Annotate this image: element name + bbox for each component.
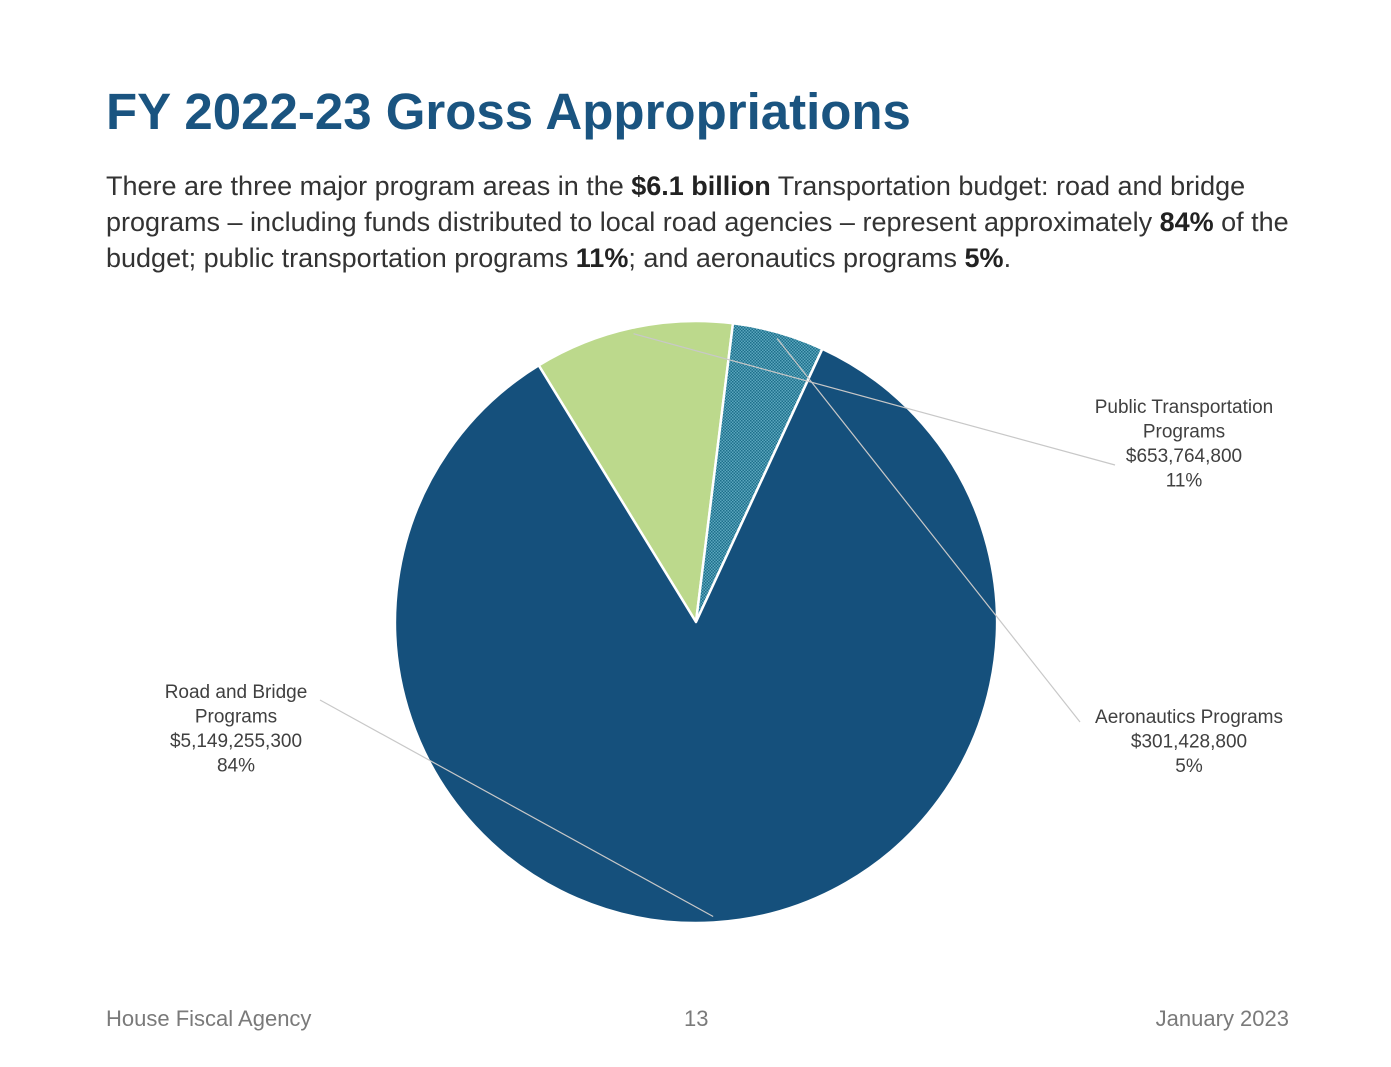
slice-percent-1: 5% xyxy=(1175,756,1203,777)
leader-line-2 xyxy=(319,699,714,918)
slice-amount-1: $301,428,800 xyxy=(1131,732,1247,753)
pie-slice-2 xyxy=(393,347,999,925)
slide-title: FY 2022-23 Gross Appropriations xyxy=(106,83,911,140)
slice-percent-2: 84% xyxy=(217,756,255,777)
slice-name-line-1-2: Programs xyxy=(195,707,277,728)
slice-name-line-0-2: Road and Bridge xyxy=(165,682,308,703)
intro-bold-transit-share: 11% xyxy=(575,243,629,273)
slice-name-line-0-1: Aeronautics Programs xyxy=(1095,707,1283,728)
intro-bold-aero-share: 5% xyxy=(964,243,1004,273)
intro-text-5: . xyxy=(1003,243,1012,273)
slice-amount-2: $5,149,255,300 xyxy=(170,731,302,752)
footer-date: January 2023 xyxy=(1155,1006,1289,1031)
leader-line-0 xyxy=(633,333,1116,466)
footer-source: House Fiscal Agency xyxy=(106,1006,312,1031)
intro-paragraph: There are three major program areas in t… xyxy=(106,168,1296,276)
intro-bold-road-share: 84% xyxy=(1159,207,1214,237)
slice-label-2: Road and Bridge Programs $5,149,255,300 84% xyxy=(165,682,308,777)
slice-amount-0: $653,764,800 xyxy=(1126,446,1242,467)
slice-label-1: Aeronautics Programs $301,428,800 5% xyxy=(1095,707,1283,777)
intro-text-2: Transportation budget: road and bridge p… xyxy=(106,171,1246,237)
intro-text-4: ; and aeronautics programs xyxy=(628,243,965,273)
slice-name-line-1-0: Programs xyxy=(1143,422,1225,443)
intro-text-1: There are three major program areas in t… xyxy=(106,171,632,201)
footer-page-number: 13 xyxy=(684,1006,709,1031)
leader-line-1 xyxy=(776,337,1081,723)
slice-percent-0: 11% xyxy=(1166,471,1203,492)
slice-name-line-0-0: Public Transportation xyxy=(1095,397,1274,418)
intro-bold-total: $6.1 billion xyxy=(631,171,771,201)
slice-label-0: Public Transportation Programs $653,764,80… xyxy=(1095,397,1274,492)
intro-text-3: of the budget; public transportation pro… xyxy=(106,207,1289,273)
pie-slice-0 xyxy=(537,319,735,624)
